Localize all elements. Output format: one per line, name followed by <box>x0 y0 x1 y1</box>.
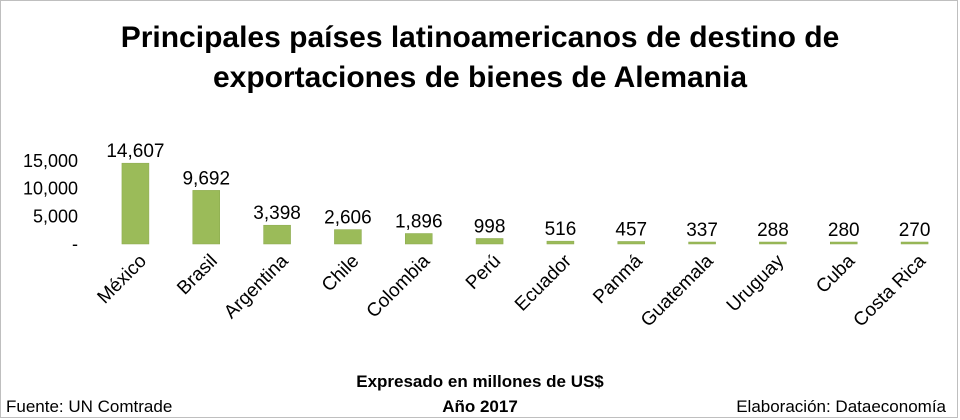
x-axis-label: Expresado en millones de US$ <box>356 372 604 391</box>
data-label: 14,607 <box>106 141 164 162</box>
data-label: 337 <box>686 220 718 241</box>
x-tick-label: México <box>94 251 151 308</box>
x-tick-label: Guatemala <box>637 250 718 331</box>
bar-perú <box>475 238 504 245</box>
x-tick-label: Chile <box>318 251 363 296</box>
y-tick-label: 15,000 <box>23 151 78 171</box>
data-labels: 14,607 9,692 3,398 2,606 1,896 998 516 457 337 28… <box>106 141 930 241</box>
data-label: 270 <box>899 220 931 241</box>
x-tick-label: Brasil <box>173 251 221 299</box>
bar-uruguay <box>759 241 787 245</box>
data-label: 998 <box>474 216 506 237</box>
bar-costa-rica <box>900 241 929 245</box>
x-tick-label: Argentina <box>220 250 293 323</box>
x-tick-label: Colombia <box>363 250 435 322</box>
x-tick-label: Cuba <box>812 250 859 297</box>
x-tick-label: Costa Rica <box>850 250 931 331</box>
credit-note: Elaboración: Dataeconomía <box>736 397 946 416</box>
y-tick-label: 5,000 <box>33 206 78 226</box>
data-label: 9,692 <box>182 168 230 189</box>
bar-argentina <box>263 224 291 245</box>
bar-chile <box>334 229 362 245</box>
x-tick-label: Uruguay <box>723 250 789 316</box>
data-label: 3,398 <box>253 203 301 224</box>
data-label: 2,606 <box>324 208 372 229</box>
data-label: 280 <box>828 220 860 241</box>
x-tick-label: Perú <box>462 251 505 294</box>
bar-guatemala <box>688 241 716 245</box>
y-tick-label: - <box>72 234 78 254</box>
bar-cuba <box>830 241 858 245</box>
data-label: 457 <box>615 219 647 240</box>
x-axis-year-label: Año 2017 <box>442 397 518 416</box>
bar-méxico <box>121 162 150 245</box>
chart-title: Principales países latinoamericanos de d… <box>0 18 960 98</box>
x-tick-label: Panmá <box>589 250 647 308</box>
y-axis: - 5,000 10,000 15,000 <box>23 151 78 254</box>
bar-colombia <box>405 233 433 245</box>
data-label: 516 <box>545 219 577 240</box>
source-note: Fuente: UN Comtrade <box>6 397 173 416</box>
bar-ecuador <box>546 240 575 245</box>
data-label: 1,896 <box>395 212 443 233</box>
y-tick-label: 10,000 <box>23 179 78 199</box>
bar-brasil <box>192 190 220 245</box>
chart-title-line-1: Principales países latinoamericanos de d… <box>120 21 840 54</box>
bar-panmá <box>617 241 645 245</box>
x-tick-label: Ecuador <box>511 250 576 315</box>
bars <box>121 162 929 245</box>
data-label: 288 <box>757 220 789 241</box>
chart-title-line-2: exportaciones de bienes de Alemania <box>212 61 748 94</box>
